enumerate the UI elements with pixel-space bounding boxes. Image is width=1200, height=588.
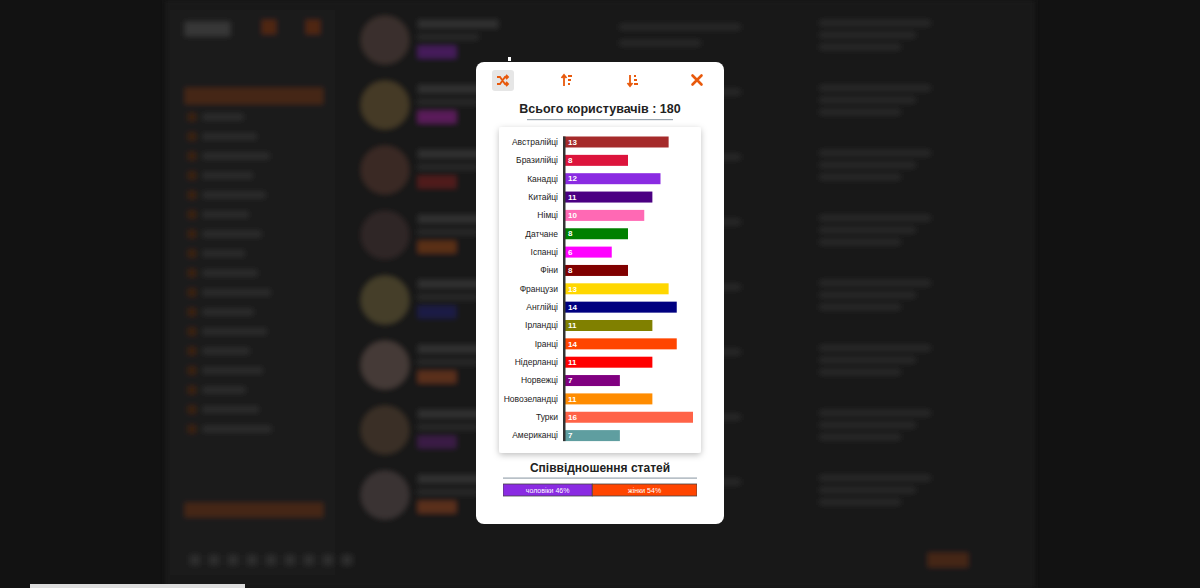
bar <box>563 283 669 294</box>
title: Співвідношення статей <box>530 461 670 475</box>
sort-asc-icon <box>562 75 573 86</box>
bar <box>563 265 628 276</box>
bar <box>563 357 652 368</box>
page: Всього користувачів : 180 Австралійці 13 Бр… <box>0 0 1200 588</box>
modal-box <box>476 62 724 524</box>
title-underline <box>527 119 673 120</box>
category-label: Турки <box>536 412 558 422</box>
category-label: Німці <box>537 210 558 220</box>
stack-bars <box>503 484 697 496</box>
category-label: Англійці <box>526 302 558 312</box>
category-label: Австралійці <box>512 137 558 147</box>
data-label: 11 <box>568 395 577 404</box>
stack-segment <box>503 484 592 496</box>
category-label: Американці <box>512 430 558 440</box>
category-label: Іранці <box>535 339 558 349</box>
background <box>0 0 1200 588</box>
close-icon <box>693 76 702 85</box>
category-label: Китайці <box>528 192 558 202</box>
bar <box>563 173 661 184</box>
labels: Австралійці 13 Бразилійці 8 Канадці 12 Китайці… <box>504 137 578 441</box>
data-label: 8 <box>568 156 573 165</box>
sort-asc-button[interactable] <box>562 75 573 86</box>
bar <box>563 192 652 203</box>
bar <box>563 247 612 258</box>
data-label: 10 <box>568 211 577 220</box>
modal: Всього користувачів : 180 Австралійці 13 Бр… <box>476 62 724 524</box>
data-label: 8 <box>568 266 573 275</box>
category-label: Французи <box>520 284 559 294</box>
chart-card <box>499 127 701 453</box>
sort-desc-button[interactable] <box>628 75 639 86</box>
bar <box>563 412 693 423</box>
button-bg <box>492 70 514 91</box>
bars <box>563 137 693 442</box>
data-label: 13 <box>568 138 577 147</box>
category-label: Норвежці <box>521 375 558 385</box>
bar <box>563 375 620 386</box>
close-button[interactable] <box>693 76 702 85</box>
category-label: Бразилійці <box>516 155 558 165</box>
sort-desc-icon <box>628 75 639 86</box>
toolbar <box>492 70 702 91</box>
bar <box>563 228 628 239</box>
bar <box>563 430 620 441</box>
data-label: 13 <box>568 285 577 294</box>
data-label: 12 <box>568 174 577 183</box>
overlay <box>0 0 1200 588</box>
stack-labels: чоловіки 46% жінки 54% <box>526 487 661 494</box>
segment-label: жінки 54% <box>628 487 661 494</box>
axis-line <box>563 137 566 442</box>
data-label: 11 <box>568 321 577 330</box>
bar <box>563 338 677 349</box>
bar <box>563 302 677 313</box>
data-label: 11 <box>568 193 577 202</box>
bar <box>563 210 644 221</box>
category-label: Іспанці <box>531 247 559 257</box>
segment-label: чоловіки 46% <box>526 487 570 494</box>
category-label: Фіни <box>540 265 558 275</box>
scrollbar <box>30 584 245 588</box>
cursor-dot <box>508 57 511 61</box>
data-label: 14 <box>568 340 577 349</box>
data-label: 14 <box>568 303 577 312</box>
shuffle-button[interactable] <box>492 70 514 91</box>
category-label: Нідерланці <box>515 357 558 367</box>
bar <box>563 155 628 166</box>
data-label: 8 <box>568 229 573 238</box>
shuffle-icon <box>497 75 508 86</box>
data-label: 7 <box>568 431 573 440</box>
data-label: 6 <box>568 248 573 257</box>
data-label: 7 <box>568 376 573 385</box>
category-label: Новозеландці <box>504 394 558 404</box>
category-label: Датчане <box>525 229 558 239</box>
bar <box>563 393 652 404</box>
bar <box>563 137 669 148</box>
stack-segment <box>592 484 697 496</box>
bar <box>563 320 652 331</box>
category-label: Ірландці <box>525 320 558 330</box>
data-label: 11 <box>568 358 577 367</box>
data-label: 16 <box>568 413 577 422</box>
category-label: Канадці <box>527 174 558 184</box>
title-underline <box>503 478 697 479</box>
title: Всього користувачів : 180 <box>519 102 680 116</box>
